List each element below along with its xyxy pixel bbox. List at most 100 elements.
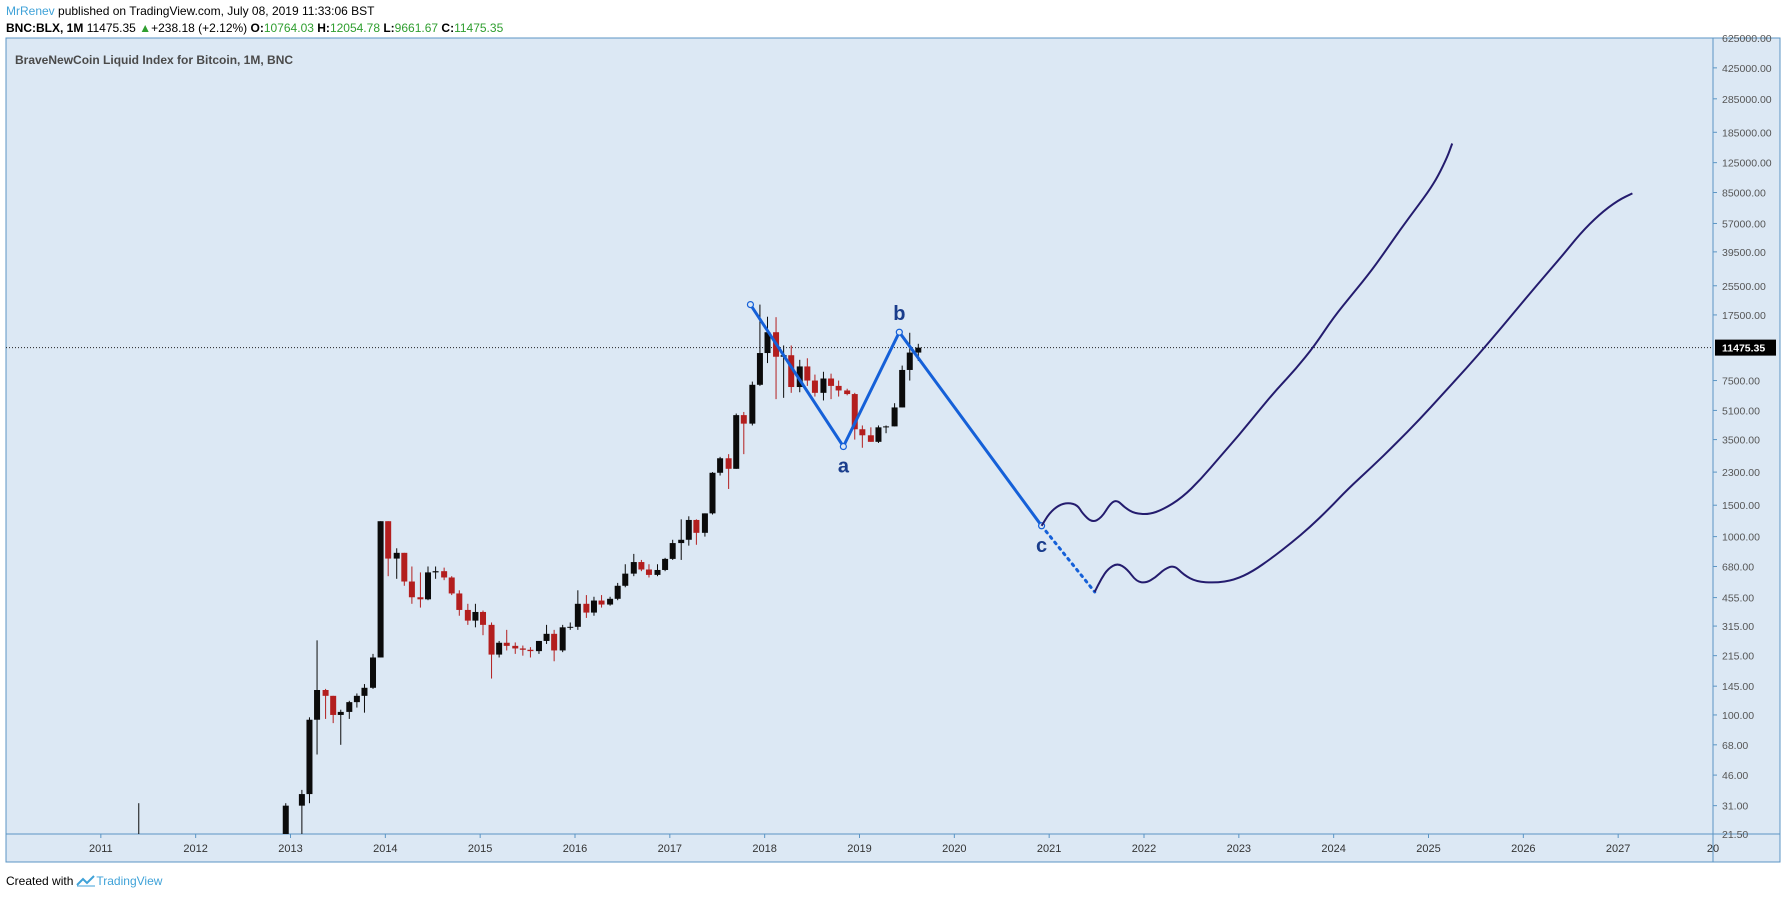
candle-body <box>638 562 645 570</box>
candle-down <box>488 622 495 679</box>
candle-body <box>583 603 590 613</box>
time-tick-label: 2023 <box>1227 843 1251 855</box>
time-tick-label: 2025 <box>1416 843 1440 855</box>
candle-down <box>480 610 487 636</box>
candle-up <box>875 425 882 443</box>
candle-body <box>519 648 526 650</box>
candle-body <box>915 347 922 353</box>
candle-body <box>844 390 851 395</box>
candle-up <box>590 596 597 616</box>
candle-up <box>432 566 439 579</box>
publish-info: MrRenev published on TradingView.com, Ju… <box>6 4 374 18</box>
price-tick-label: 625000.00 <box>1722 33 1772 45</box>
candle-down <box>408 566 415 604</box>
price-tick-label: 68.00 <box>1722 740 1748 752</box>
candle-up <box>425 566 432 601</box>
price-tick-label: 31.00 <box>1722 801 1748 813</box>
wave-label-c: c <box>1036 535 1047 557</box>
tradingview-brand-link[interactable]: TradingView <box>96 874 163 888</box>
candle-up <box>567 622 574 630</box>
candle-down <box>417 572 424 608</box>
open-label: O: <box>250 21 264 35</box>
candle-up <box>314 640 321 755</box>
open-value: 10764.03 <box>263 21 314 35</box>
candle-body <box>464 609 471 621</box>
time-tick-label: 2024 <box>1321 843 1345 855</box>
candle-body <box>456 593 463 610</box>
candle-down <box>583 595 590 618</box>
candle-down <box>804 358 811 386</box>
candle-body <box>417 597 424 600</box>
last-price-badge-label: 11475.35 <box>1722 343 1765 355</box>
time-tick-label: 20 <box>1707 843 1719 855</box>
candle-body <box>496 642 503 655</box>
candle-body <box>788 355 795 388</box>
candle-down <box>512 642 519 654</box>
candle-body <box>701 513 708 533</box>
candle-body <box>645 569 652 575</box>
price-tick-label: 3500.00 <box>1722 435 1760 447</box>
candle-body <box>480 611 487 625</box>
candle-body <box>614 585 621 599</box>
candle-body <box>717 458 724 473</box>
plot-area: a b c <box>6 143 1713 834</box>
candle-up <box>535 640 542 654</box>
price-tick-label: 185000.00 <box>1722 127 1772 139</box>
candle-down <box>527 647 534 658</box>
price-tick-label: 17500.00 <box>1722 310 1766 322</box>
candle-down <box>740 411 747 455</box>
ohlc-summary: BNC:BLX, 1M 11475.35 ▲+238.18 (+2.12%) O… <box>6 21 503 35</box>
candle-body <box>669 543 676 559</box>
candle-body <box>527 649 534 652</box>
pattern-anchor-point <box>839 442 847 451</box>
price-tick-label: 1000.00 <box>1722 532 1760 544</box>
candle-body <box>377 521 384 658</box>
tradingview-logo-icon <box>76 875 96 887</box>
candle-up <box>472 603 479 628</box>
candle-body <box>693 519 700 533</box>
candle-down <box>385 521 392 577</box>
wave-label-b: b <box>893 303 905 325</box>
candle-up <box>337 709 344 745</box>
candle-body <box>337 711 344 715</box>
time-tick-label: 2021 <box>1037 843 1061 855</box>
candle-down <box>693 519 700 545</box>
candle-body <box>574 603 581 627</box>
candle-up <box>891 403 898 427</box>
time-tick-label: 2018 <box>752 843 776 855</box>
candle-body <box>370 657 377 688</box>
candle-body <box>654 569 661 575</box>
candle-up <box>669 539 676 560</box>
candle-body <box>811 380 818 393</box>
candle-down <box>519 645 526 656</box>
candle-body <box>551 633 558 651</box>
candle-body <box>764 332 771 354</box>
candle-down <box>401 552 408 586</box>
candle-down <box>448 576 455 596</box>
candle-up <box>764 316 771 364</box>
candle-body <box>740 415 747 424</box>
candle-up <box>306 717 313 804</box>
candle-up <box>496 640 503 658</box>
candle-body <box>425 572 432 600</box>
candle-down <box>851 392 858 440</box>
candle-up <box>370 653 377 689</box>
candle-body <box>314 690 321 720</box>
candle-body <box>685 519 692 540</box>
price-axis: 625000.00 425000.00 285000.00 185000.00 1250… <box>1713 33 1772 841</box>
time-tick-label: 2022 <box>1132 843 1156 855</box>
candle-up <box>353 693 360 708</box>
candle-up <box>796 359 803 393</box>
author-link[interactable]: MrRenev <box>6 4 55 18</box>
candle-up <box>559 624 566 653</box>
price-tick-label: 85000.00 <box>1722 188 1766 200</box>
time-tick-label: 2026 <box>1511 843 1535 855</box>
candle-body <box>867 435 874 442</box>
candle-body <box>306 719 313 795</box>
candle-up <box>138 803 140 834</box>
candle-body <box>630 562 637 574</box>
candle-down <box>464 603 471 625</box>
close-value: 11475.35 <box>454 21 504 35</box>
pattern-projection-dotted <box>1040 524 1097 594</box>
